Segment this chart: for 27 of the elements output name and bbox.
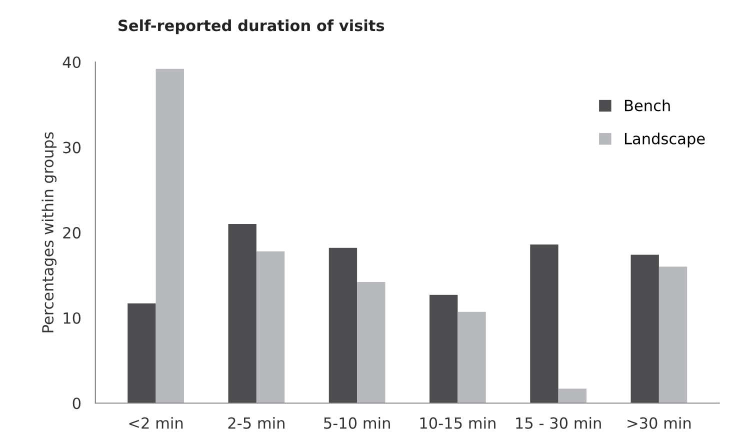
y-tick-label: 20 [63, 227, 81, 239]
bar [530, 244, 558, 404]
x-tick-label: <2 min [129, 417, 183, 429]
chart-title: Self-reported duration of visits [118, 19, 384, 34]
bar [156, 68, 184, 404]
x-tick-label: 2-5 min [228, 417, 284, 429]
bar [256, 251, 285, 404]
y-tick-label: 40 [62, 56, 81, 68]
x-tick-label: 15 - 30 min [516, 417, 601, 429]
legend-label: Landscape [624, 132, 705, 148]
bar [458, 312, 486, 404]
bar [228, 224, 256, 404]
x-tick-label: 5-10 min [324, 417, 390, 429]
x-tick-label: 10-15 min [420, 417, 496, 429]
y-axis-title: Percentages within groups [42, 132, 57, 332]
bar [558, 388, 586, 404]
bar [357, 282, 386, 404]
y-tick-label: 10 [64, 312, 81, 324]
legend-label: Bench [624, 99, 670, 112]
x-tick-label: >30 min [628, 417, 691, 429]
y-tick-label: 30 [63, 142, 81, 154]
y-tick-label: 0 [72, 398, 81, 410]
bar [630, 254, 659, 404]
bar [430, 294, 458, 404]
bar [128, 303, 156, 404]
bar [658, 266, 688, 404]
bar [328, 248, 358, 404]
